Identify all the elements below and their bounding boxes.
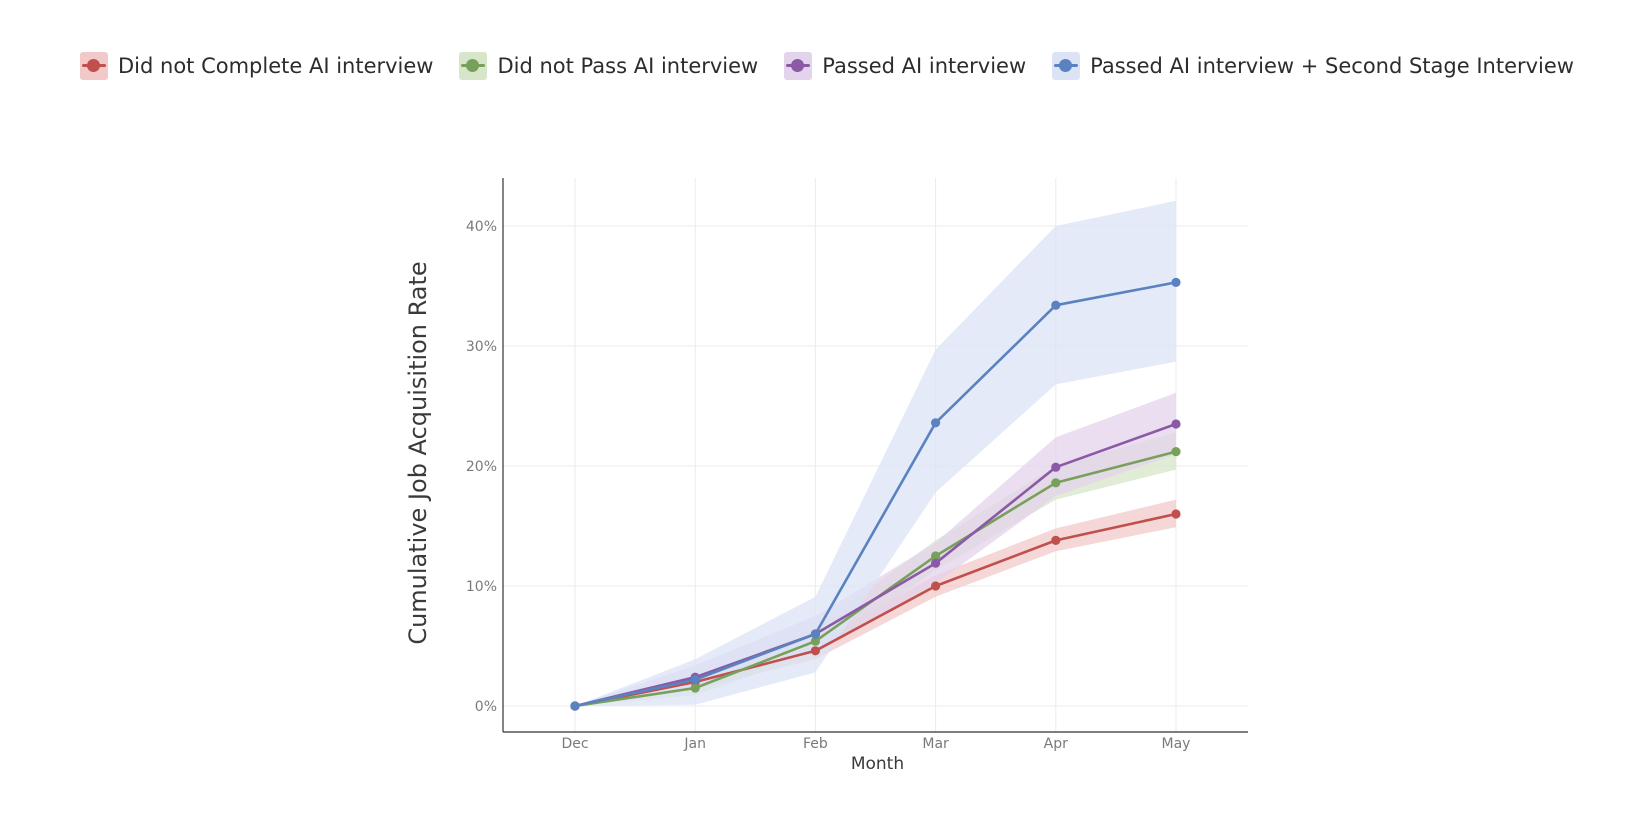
series-line-0 [573,512,1178,708]
data-point-series-3 [810,629,821,639]
y-tick-label: 0% [475,699,497,715]
data-point-series-1 [810,636,821,646]
legend-label-did-not-pass: Did not Pass AI interview [497,54,759,78]
confidence-bands [575,200,1176,707]
confidence-band-series-2 [575,392,1176,706]
legend-item-did-not-complete: Did not Complete AI interview [80,52,433,80]
data-point-series-0 [810,646,821,656]
data-point-series-0 [1051,535,1061,546]
data-point-series-2 [1171,419,1181,429]
legend-label-passed-second-stage: Passed AI interview + Second Stage Inter… [1090,54,1574,78]
y-tick-label: 30% [466,339,497,355]
data-point-series-1 [931,551,941,561]
data-point-series-3 [690,675,700,685]
y-tick-label: 20% [466,459,497,475]
data-point-series-2 [931,558,941,568]
y-tick-label: 40% [466,219,497,235]
series-line-2 [573,422,1178,708]
x-tick-label: Feb [803,736,828,752]
data-point-series-1 [690,683,700,693]
data-point-series-3 [931,418,941,428]
x-tick-label: Dec [561,736,588,752]
axes: 0% 10% 20% 30% 40% Dec Jan Feb Mar Apr May [466,178,1248,752]
x-tick-label: Apr [1044,736,1068,752]
data-point-series-0 [931,581,941,591]
data-point-series-3 [1051,300,1061,310]
legend-key-passed-second-stage [1052,52,1081,80]
data-point-series-3 [1171,277,1181,287]
legend-key-did-not-complete [80,52,108,80]
legend-dot-did-not-pass [466,59,480,72]
series-lines [573,281,1178,708]
data-point-series-1 [1051,478,1061,488]
x-tick-label: May [1162,736,1191,752]
x-tick-label: Jan [683,736,706,752]
legend-label-did-not-complete: Did not Complete AI interview [118,54,434,78]
legend-key-did-not-pass [459,52,488,80]
legend-item-did-not-pass: Did not Pass AI interview [459,52,758,80]
x-axis-title: Month [851,754,904,774]
confidence-band-series-3 [575,200,1176,707]
legend-label-passed: Passed AI interview [822,54,1027,78]
y-tick-label: 10% [466,579,497,595]
legend-item-passed-second-stage: Passed AI interview + Second Stage Inter… [1052,52,1574,80]
legend-item-passed: Passed AI interview [784,52,1026,80]
legend: Did not Complete AI interview Did not Pa… [80,52,1574,80]
legend-dot-passed [791,59,805,72]
data-point-series-2 [1051,462,1061,472]
data-point-series-3 [570,701,580,711]
legend-dot-passed-second-stage [1059,59,1073,72]
series-line-3 [573,281,1178,708]
y-axis-title: Cumulative Job Acquisition Rate [404,261,432,644]
data-point-series-0 [1171,509,1181,519]
x-tick-label: Mar [922,736,949,752]
series-points [570,277,1181,711]
legend-key-passed [784,52,813,80]
legend-dot-did-not-complete [87,59,100,72]
data-point-series-1 [1171,447,1181,457]
